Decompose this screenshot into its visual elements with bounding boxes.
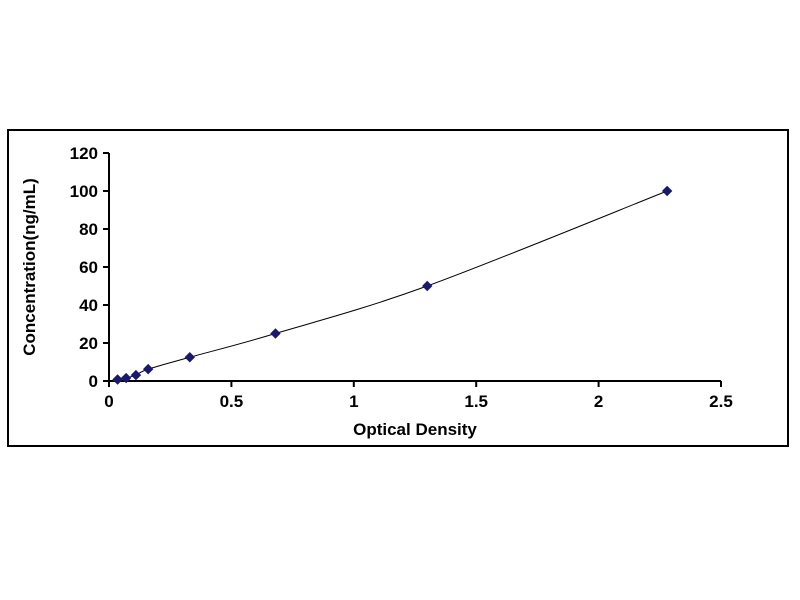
data-point-marker bbox=[661, 185, 673, 197]
data-point-marker bbox=[120, 372, 132, 384]
standard-curve-line bbox=[117, 190, 668, 381]
plot-layer: 0 0.5 1 1.5 2 2.5 0 20 40 60 80 100 120 bbox=[70, 144, 733, 411]
axis-lines bbox=[108, 153, 721, 382]
y-tick-label: 100 bbox=[70, 182, 98, 201]
x-tick-label: 1 bbox=[349, 392, 358, 411]
x-tick-label: 2 bbox=[594, 392, 603, 411]
y-axis-label: Concentration(ng/mL) bbox=[20, 178, 39, 356]
y-tick-label: 120 bbox=[70, 144, 98, 163]
data-point-marker bbox=[270, 328, 281, 339]
data-point-marker bbox=[184, 352, 195, 363]
elisa-standard-curve-figure: 0 0.5 1 1.5 2 2.5 0 20 40 60 80 100 120 Optical Dens… bbox=[7, 129, 789, 447]
x-tick-label: 1.5 bbox=[464, 392, 488, 411]
x-tick-label: 0.5 bbox=[220, 392, 244, 411]
data-point-marker bbox=[130, 369, 142, 381]
data-point-marker bbox=[422, 280, 433, 292]
y-tick-label: 60 bbox=[79, 258, 98, 277]
x-tick-label: 0 bbox=[104, 392, 113, 411]
x-axis-label: Optical Density bbox=[353, 420, 477, 439]
standard-curve-chart: 0 0.5 1 1.5 2 2.5 0 20 40 60 80 100 120 Optical Dens… bbox=[20, 144, 733, 439]
x-tick-label: 2.5 bbox=[709, 392, 733, 411]
y-tick-label: 20 bbox=[79, 334, 98, 353]
data-point-marker bbox=[112, 374, 123, 385]
y-tick-label: 80 bbox=[79, 220, 98, 239]
data-point-marker bbox=[142, 363, 154, 375]
y-tick-label: 40 bbox=[79, 296, 98, 315]
y-tick-label: 0 bbox=[89, 372, 98, 391]
